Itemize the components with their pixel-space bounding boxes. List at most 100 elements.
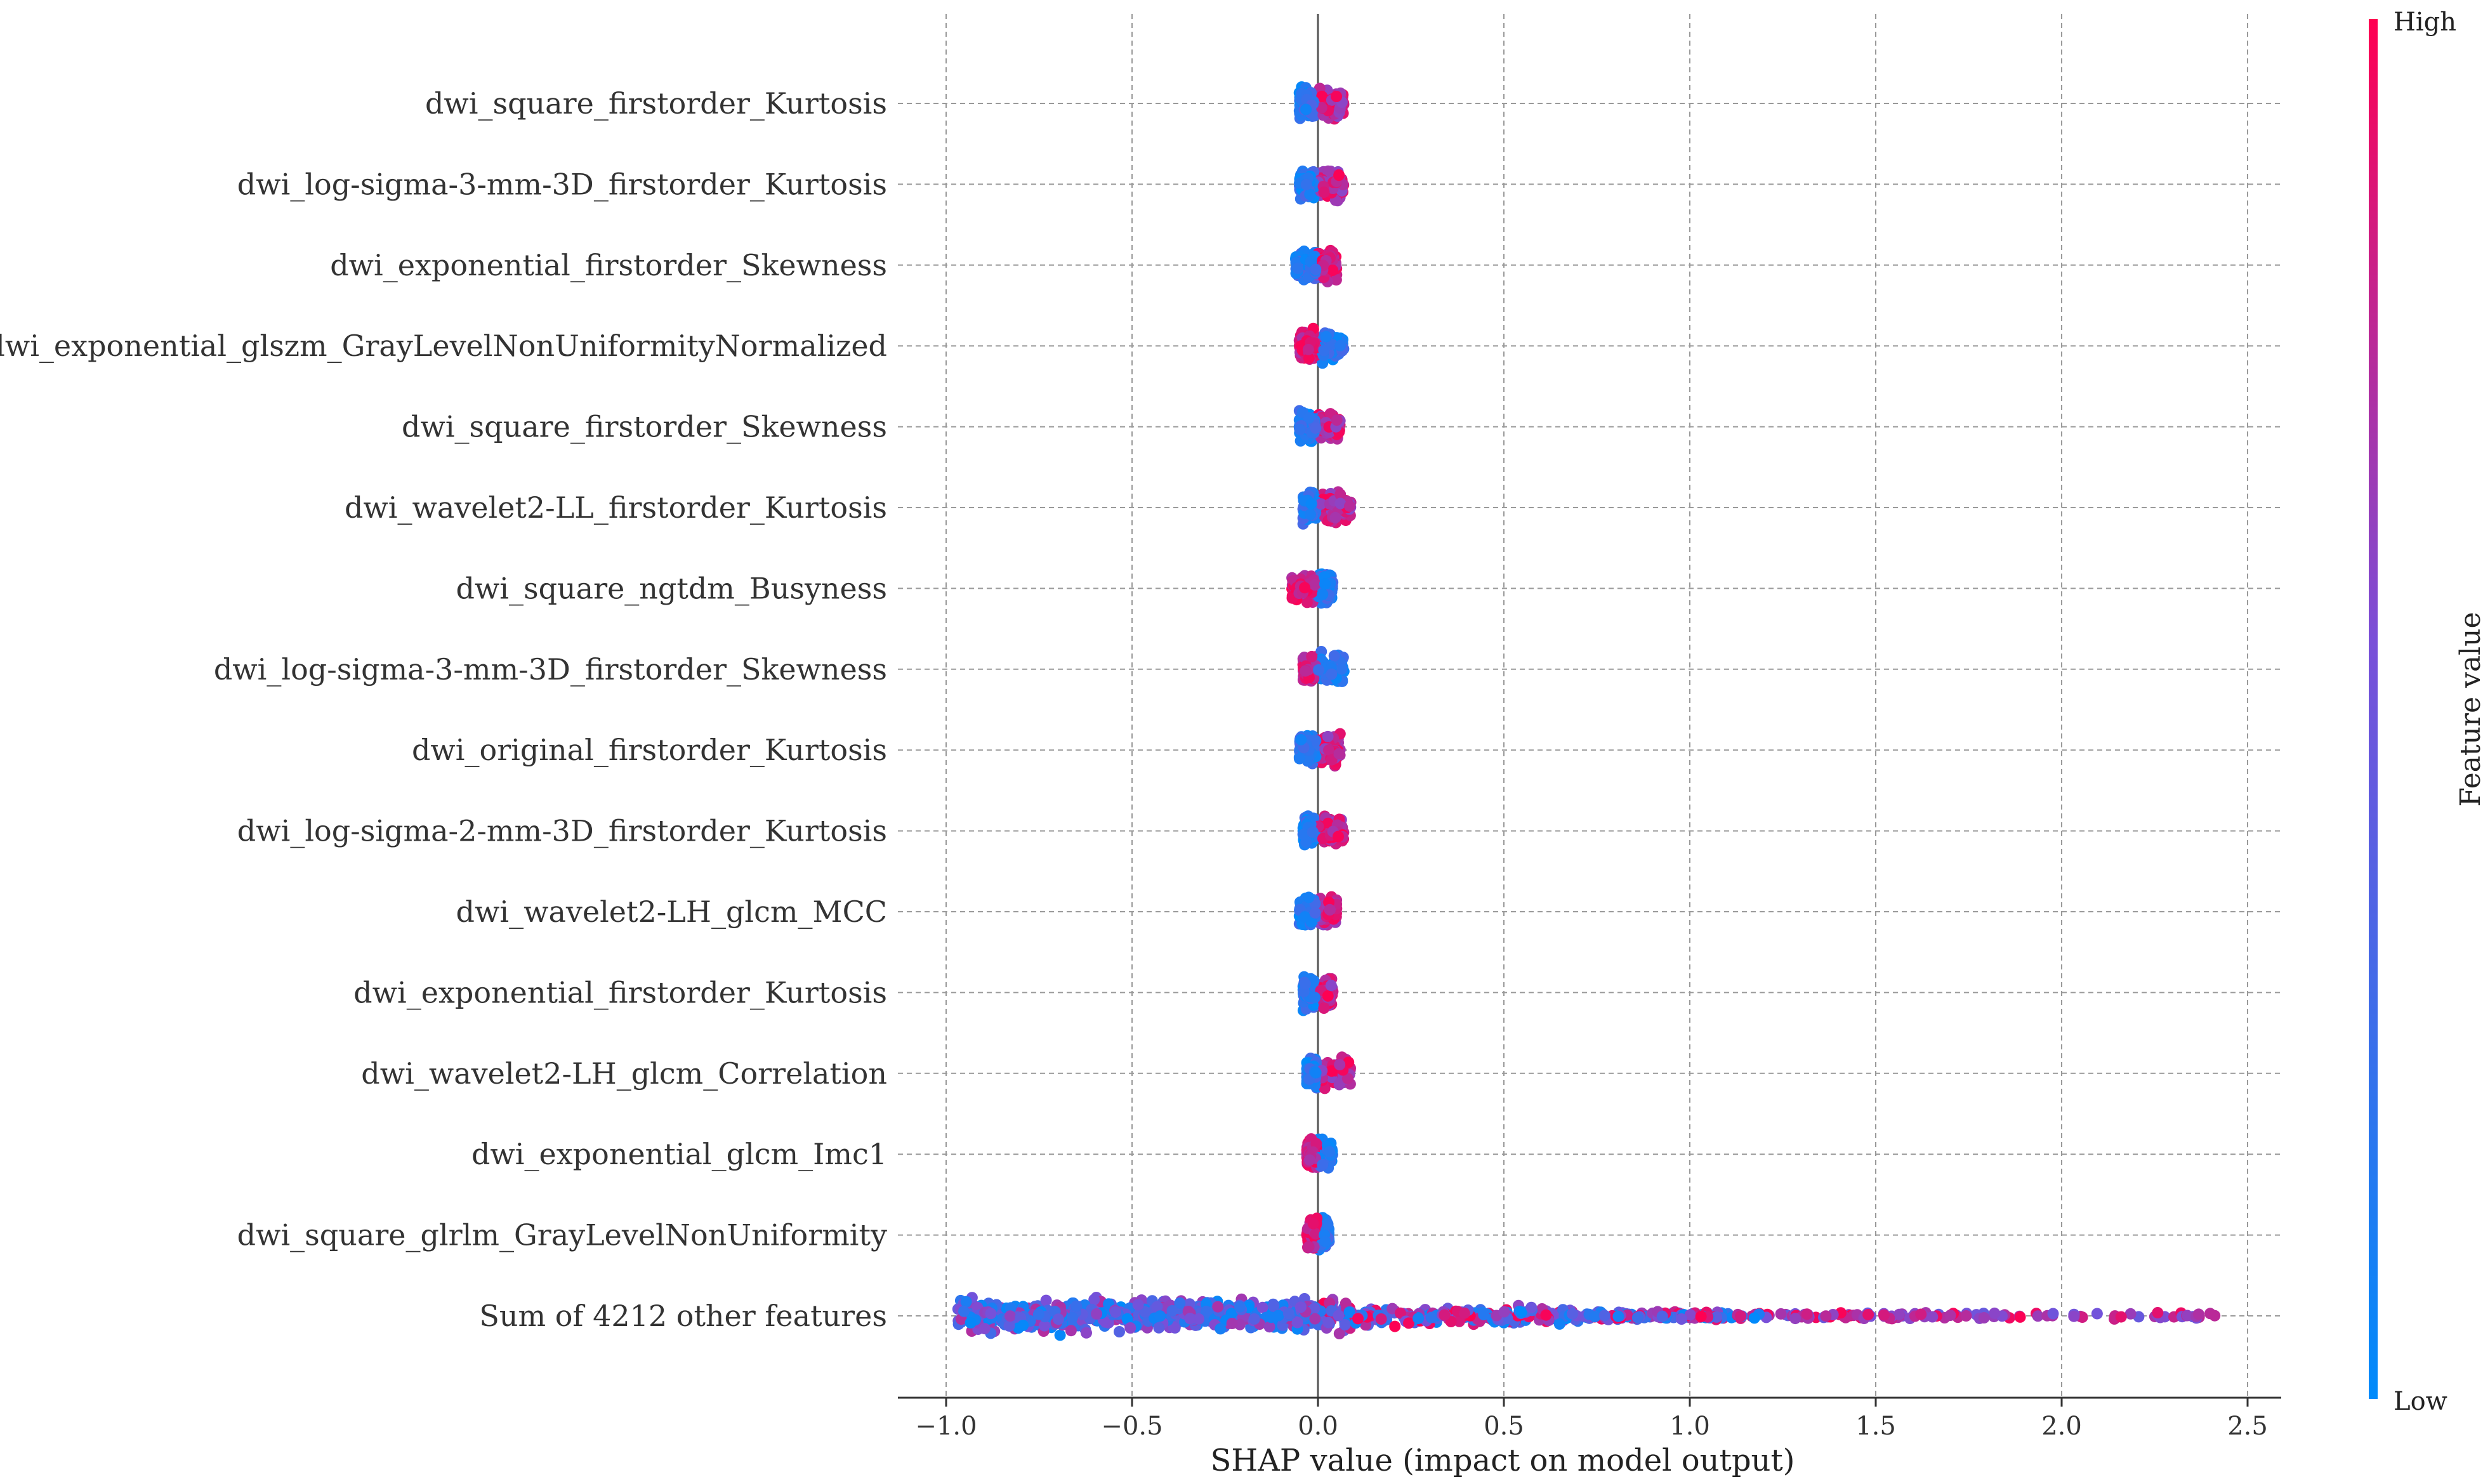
shap-dot bbox=[1334, 339, 1347, 351]
shap-dot bbox=[1265, 1311, 1277, 1323]
colorbar-low-label: Low bbox=[2394, 1387, 2447, 1416]
shap-dot bbox=[1303, 352, 1315, 364]
shap-dot bbox=[2124, 1308, 2137, 1320]
shap-dot bbox=[978, 1323, 991, 1335]
shap-dot bbox=[1336, 663, 1348, 675]
shap-dot bbox=[1295, 733, 1307, 745]
shap-dot bbox=[1004, 1302, 1017, 1314]
shap-dot bbox=[1248, 1313, 1260, 1325]
shap-dot bbox=[1292, 263, 1304, 274]
shap-dot bbox=[1310, 263, 1322, 275]
shap-dot bbox=[1052, 1313, 1064, 1325]
shap-dot bbox=[1166, 1304, 1178, 1317]
feature-label: dwi_log-sigma-3-mm-3D_firstorder_Skewnes… bbox=[214, 652, 887, 686]
shap-dot bbox=[1317, 1159, 1329, 1171]
feature-label: dwi_exponential_firstorder_Kurtosis bbox=[353, 975, 887, 1009]
shap-dot bbox=[1302, 343, 1314, 355]
shap-dot bbox=[1317, 588, 1329, 600]
shap-dot bbox=[1299, 582, 1310, 594]
shap-dot bbox=[1054, 1329, 1066, 1341]
shap-dot bbox=[1184, 1313, 1196, 1325]
shap-dot bbox=[1352, 1313, 1364, 1325]
shap-dot bbox=[1540, 1309, 1552, 1321]
shap-dot bbox=[1315, 498, 1327, 510]
shap-dot bbox=[1038, 1320, 1050, 1332]
shap-dot bbox=[1329, 511, 1341, 523]
shap-dot bbox=[2192, 1308, 2204, 1320]
shap-dot bbox=[1333, 1310, 1345, 1322]
shap-dot bbox=[1326, 668, 1338, 680]
feature-labels: dwi_square_firstorder_Kurtosis dwi_log-si… bbox=[0, 86, 887, 1333]
x-axis-title: SHAP value (impact on model output) bbox=[1211, 1443, 1795, 1478]
shap-dot bbox=[1439, 1309, 1451, 1321]
shap-dot bbox=[1114, 1326, 1125, 1337]
shap-dot bbox=[1309, 1313, 1321, 1325]
colorbar: High Low Feature value bbox=[2369, 8, 2483, 1416]
shap-dot bbox=[1820, 1310, 1832, 1322]
shap-dot bbox=[1303, 891, 1315, 903]
feature-label: dwi_square_firstorder_Kurtosis bbox=[425, 86, 887, 121]
dot-layer bbox=[952, 81, 2221, 1341]
colorbar-title: Feature value bbox=[2454, 612, 2483, 806]
feature-label: dwi_exponential_glszm_GrayLevelNonUnifor… bbox=[0, 329, 887, 363]
shap-dot bbox=[1294, 424, 1306, 435]
shap-dot bbox=[958, 1305, 970, 1317]
shap-dot bbox=[1319, 1235, 1331, 1247]
shap-dot bbox=[1004, 1310, 1016, 1322]
shap-dot bbox=[1070, 1300, 1083, 1312]
x-tick-label: 0.5 bbox=[1484, 1412, 1524, 1441]
shap-dot bbox=[1088, 1294, 1100, 1306]
x-tick-label: 0.0 bbox=[1298, 1412, 1338, 1441]
shap-dot bbox=[1458, 1307, 1470, 1319]
shap-dot bbox=[2115, 1311, 2127, 1323]
shap-dot bbox=[1300, 665, 1312, 677]
shap-dot bbox=[1065, 1325, 1077, 1337]
shap-dot bbox=[1612, 1310, 1624, 1322]
shap-dot bbox=[1066, 1311, 1078, 1323]
shap-dot bbox=[1174, 1297, 1186, 1309]
shap-dot bbox=[1425, 1311, 1437, 1323]
shap-dot bbox=[1322, 1317, 1334, 1329]
shap-dot bbox=[1305, 498, 1317, 510]
shap-dot bbox=[1202, 1306, 1213, 1318]
shap-dot bbox=[1567, 1308, 1578, 1320]
shap-dot bbox=[2047, 1308, 2059, 1320]
shap-dot bbox=[1926, 1311, 1939, 1323]
x-tick-label: −1.0 bbox=[915, 1412, 977, 1441]
shap-dot bbox=[1631, 1311, 1643, 1323]
shap-dot bbox=[1324, 1146, 1336, 1158]
shap-dot bbox=[1212, 1301, 1224, 1313]
shap-dot bbox=[1303, 1154, 1315, 1166]
shap-dot bbox=[2068, 1310, 2080, 1322]
shap-dot bbox=[1306, 650, 1318, 662]
shap-dot bbox=[1748, 1312, 1760, 1324]
shap-dot bbox=[1326, 1065, 1338, 1077]
shap-dot bbox=[1293, 752, 1305, 765]
shap-dot bbox=[1315, 102, 1327, 114]
shap-dot bbox=[1132, 1299, 1144, 1311]
shap-dot bbox=[1291, 1317, 1303, 1329]
shap-dot bbox=[1334, 1059, 1346, 1071]
shap-dot bbox=[1344, 500, 1355, 512]
shap-dot bbox=[1304, 188, 1316, 200]
shap-dot bbox=[960, 1296, 972, 1308]
feature-label: dwi_square_ngtdm_Busyness bbox=[456, 571, 887, 605]
x-tick-label: 2.5 bbox=[2227, 1412, 2268, 1441]
shap-dot bbox=[1333, 831, 1344, 843]
shap-dot bbox=[1328, 650, 1340, 662]
grid-lines bbox=[898, 14, 2281, 1398]
shap-dot bbox=[1301, 596, 1313, 608]
shap-dot bbox=[1333, 169, 1345, 181]
shap-dot bbox=[1989, 1307, 2001, 1319]
shap-dot bbox=[1299, 911, 1311, 923]
shap-dot bbox=[1333, 1328, 1345, 1339]
feature-label: dwi_log-sigma-2-mm-3D_firstorder_Kurtosi… bbox=[237, 814, 887, 848]
shap-dot bbox=[1394, 1307, 1406, 1319]
shap-dot bbox=[1300, 179, 1312, 190]
feature-label: dwi_wavelet2-LL_firstorder_Kurtosis bbox=[345, 490, 887, 525]
x-tick-label: 2.0 bbox=[2041, 1412, 2082, 1441]
feature-label: Sum of 4212 other features bbox=[479, 1299, 887, 1333]
shap-dot bbox=[1324, 903, 1336, 916]
feature-label: dwi_log-sigma-3-mm-3D_firstorder_Kurtosi… bbox=[237, 167, 887, 201]
shap-dot bbox=[1325, 980, 1337, 992]
